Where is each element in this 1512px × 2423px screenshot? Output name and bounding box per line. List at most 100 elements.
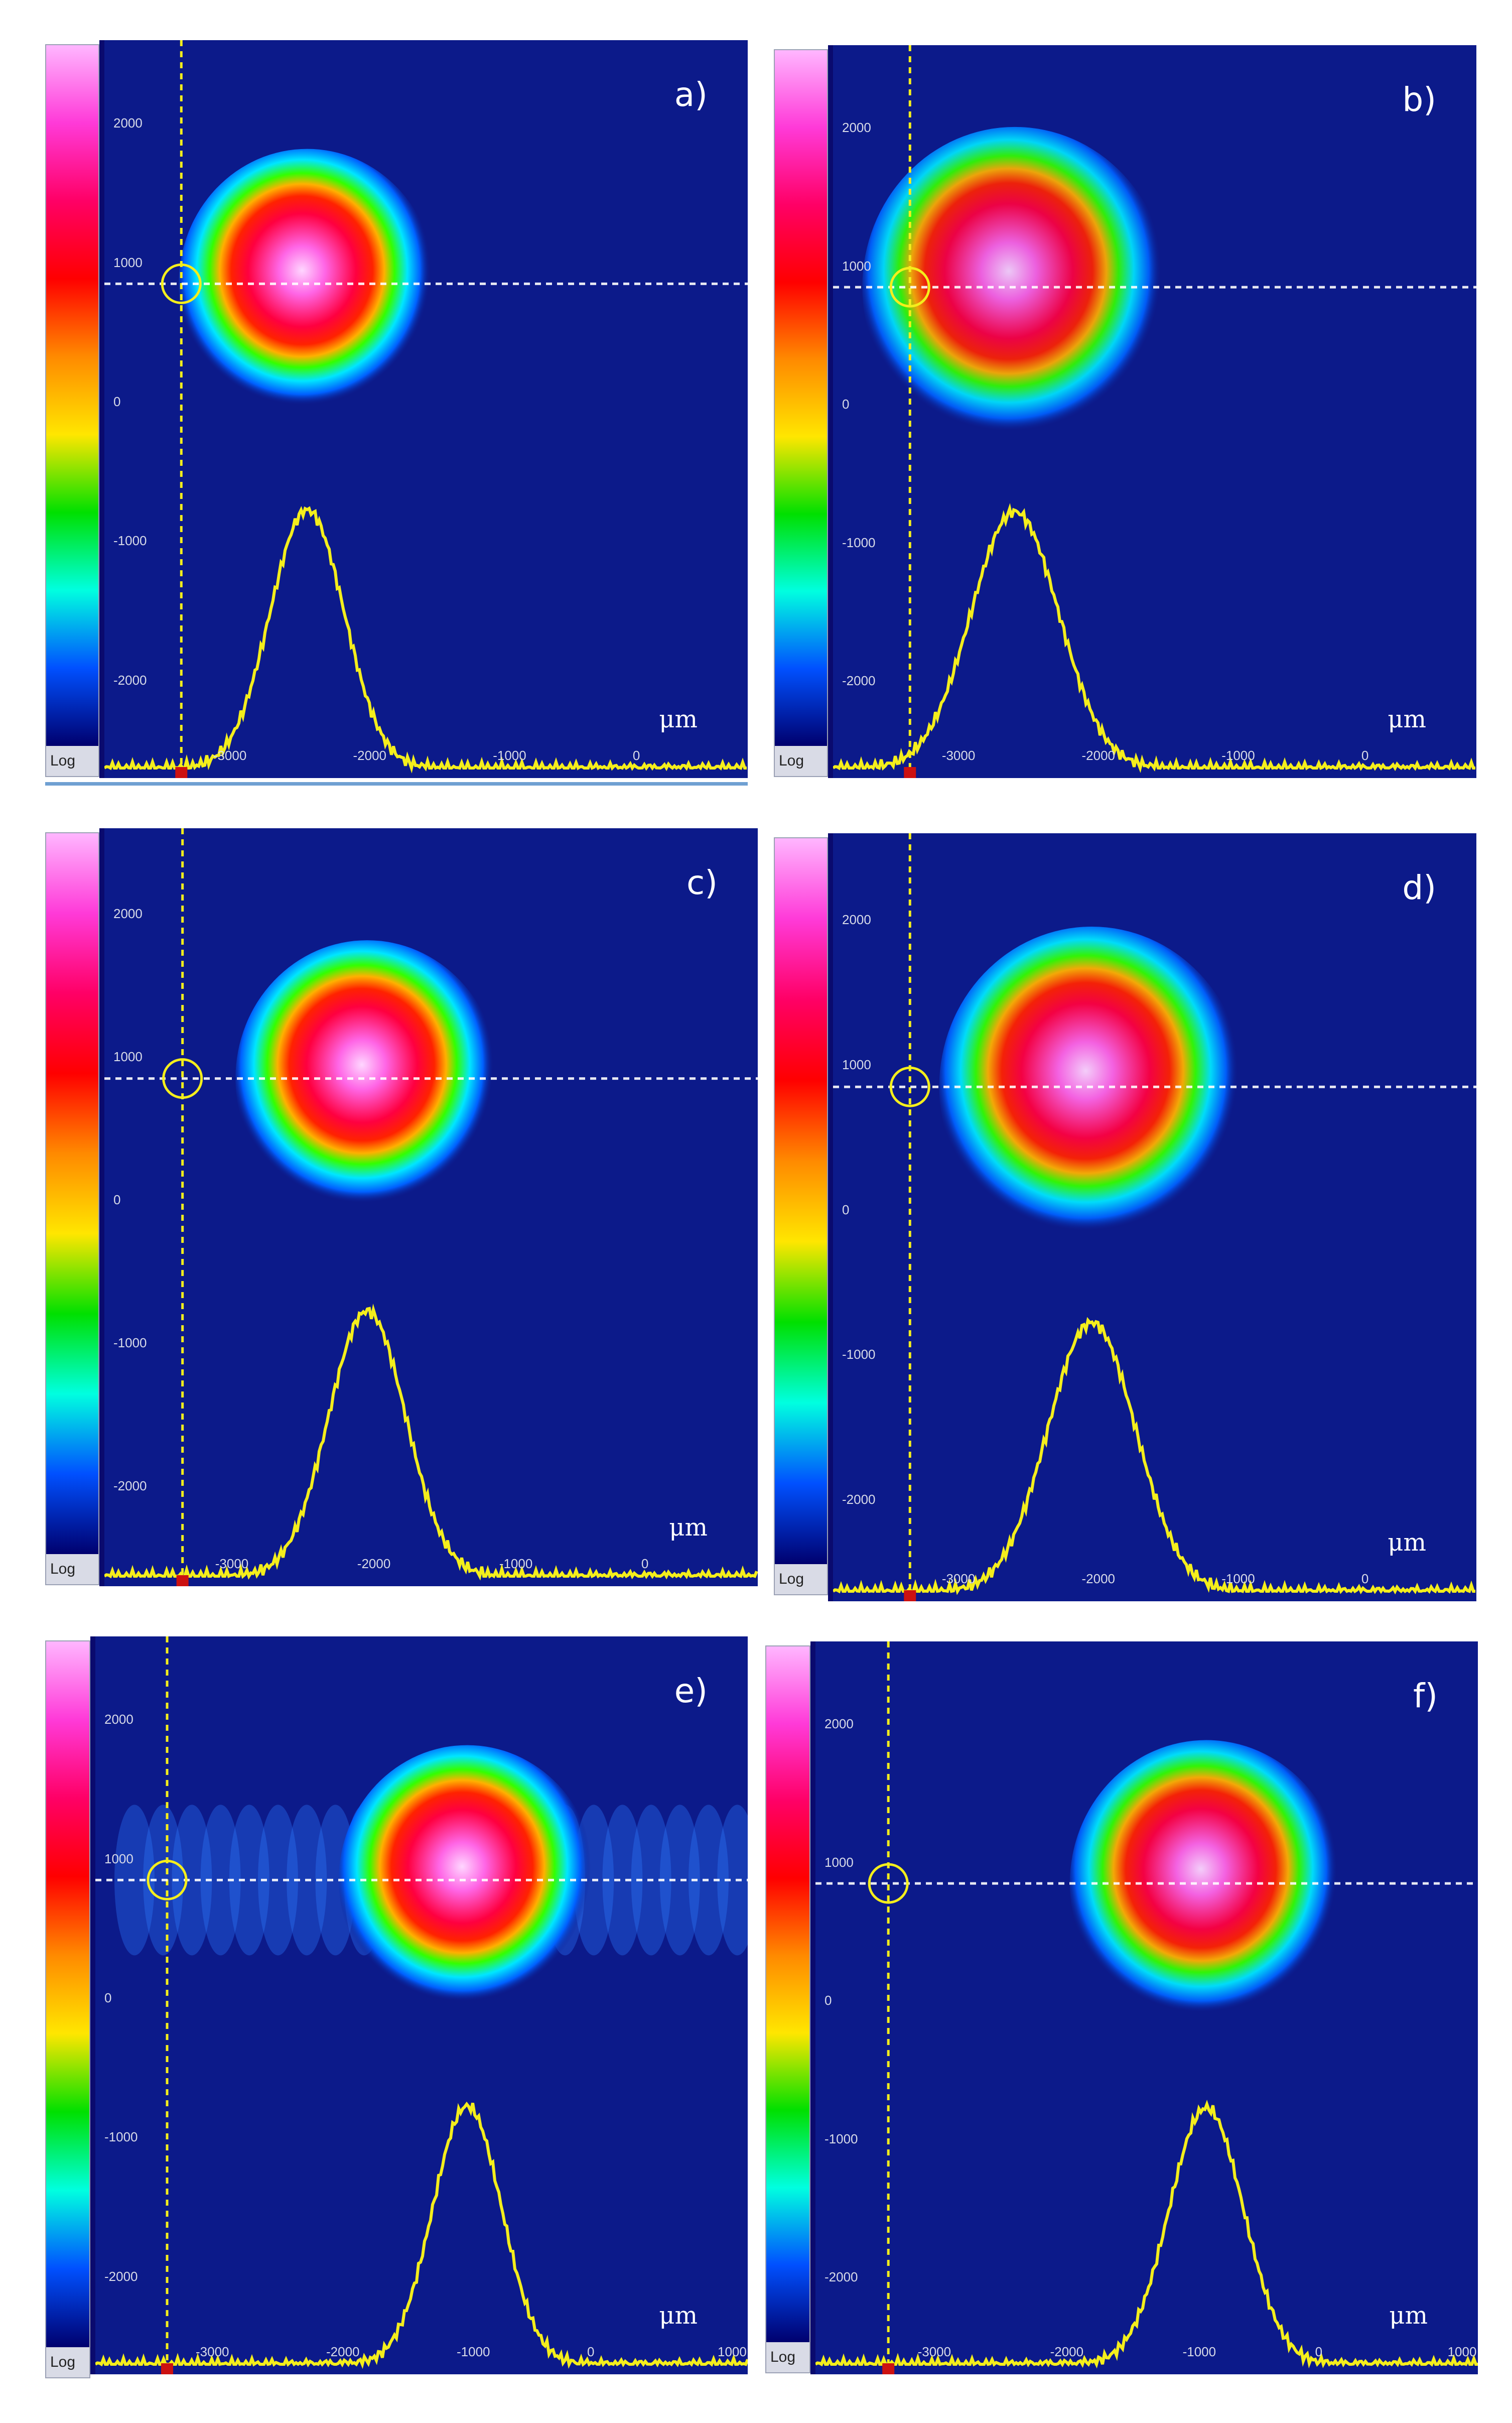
cursor-marker-x — [175, 767, 188, 778]
y-tick-label: 1000 — [113, 254, 143, 270]
beam-profile-plot[interactable]: 2000 1000 0 -1000 -2000 -3000 -2000 -1000 0 a) μm — [104, 40, 748, 778]
crosshair-circle — [147, 1859, 188, 1900]
colorbar-gradient — [766, 1646, 809, 2342]
x-tick-label: 0 — [587, 2344, 595, 2359]
beam-spot — [235, 940, 499, 1217]
beam-profile-plot[interactable]: 2000 1000 0 -1000 -2000 -3000 -2000 -1000 0 1000 f… — [815, 1641, 1478, 2374]
interference-fringe — [717, 1805, 748, 1956]
y-tick-label: -2000 — [104, 2268, 138, 2284]
cursor-marker-x — [904, 767, 916, 778]
y-tick-label: 1000 — [824, 1854, 854, 1870]
y-tick-label: 1000 — [104, 1851, 133, 1866]
panel-b: Log 2000 1000 0 -1000 -2000 -3000 -2000 -1000 0 b… — [774, 45, 1476, 778]
y-tick-label: -1000 — [113, 533, 147, 549]
x-tick-label: -3000 — [917, 2344, 951, 2359]
x-tick-label: -1000 — [457, 2344, 490, 2359]
colorbar-scale-label: Log — [46, 1554, 98, 1584]
x-tick-label: -1000 — [493, 748, 526, 763]
unit-label: μm — [659, 2302, 698, 2330]
x-tick-label: 1000 — [1447, 2344, 1477, 2359]
colorbar-gradient — [46, 833, 98, 1554]
beam-profile-svg — [833, 45, 1476, 778]
interference-fringe — [229, 1805, 269, 1956]
x-tick-label: 1000 — [718, 2344, 747, 2359]
colorbar-scale-label: Log — [775, 746, 827, 776]
intensity-profile-line — [833, 503, 1475, 773]
beam-profile-plot[interactable]: 2000 1000 0 -1000 -2000 -3000 -2000 -1000 0 d) μm — [833, 833, 1476, 1601]
y-tick-label: 0 — [104, 1990, 112, 2006]
beam-profile-svg — [104, 828, 758, 1586]
colorbar-gradient — [775, 50, 827, 746]
x-tick-label: -3000 — [213, 748, 247, 763]
x-tick-label: -1000 — [499, 1556, 533, 1571]
y-tick-label: -2000 — [113, 1478, 147, 1493]
panel-a: Log 2000 1000 0 -1000 -2000 -3000 -2000 -1000 0 a… — [45, 40, 748, 798]
panel-label: e) — [674, 1672, 708, 1710]
colorbar: Log — [774, 837, 828, 1595]
x-tick-label: -1000 — [1182, 2344, 1216, 2359]
y-tick-label: 2000 — [842, 912, 871, 928]
intensity-profile-line — [833, 1317, 1475, 1595]
colorbar-gradient — [775, 838, 827, 1564]
x-tick-label: -1000 — [1221, 748, 1255, 763]
beam-profile-svg — [95, 1636, 748, 2374]
y-tick-label: 1000 — [842, 258, 871, 274]
colorbar-scale-label: Log — [775, 1564, 827, 1594]
intensity-profile-line — [815, 2100, 1478, 2369]
intensity-profile-line — [104, 506, 747, 774]
beam-profile-plot[interactable]: 2000 1000 0 -1000 -2000 -3000 -2000 -1000 0 b) μm — [833, 45, 1476, 778]
panel-f: Log 2000 1000 0 -1000 -2000 -3000 -2000 -1000 0 1… — [765, 1641, 1478, 2374]
x-tick-label: -2000 — [1081, 748, 1116, 763]
beam-profile-plot[interactable]: 2000 1000 0 -1000 -2000 -3000 -2000 -1000 0 c) μm — [104, 828, 758, 1586]
interference-fringe — [659, 1805, 700, 1956]
panel-label: a) — [674, 75, 708, 114]
y-tick-label: 2000 — [824, 1716, 854, 1732]
colorbar: Log — [774, 49, 828, 777]
cursor-marker-x — [882, 2363, 895, 2374]
x-tick-label: 0 — [1315, 2344, 1323, 2359]
colorbar-scale-label: Log — [46, 2347, 89, 2377]
beam-profile-plot[interactable]: 2000 1000 0 -1000 -2000 -3000 -2000 -1000 0 1000 e… — [95, 1636, 748, 2374]
x-tick-label: -1000 — [1221, 1571, 1255, 1586]
colorbar-scale-label: Log — [766, 2342, 809, 2372]
y-tick-label: 0 — [842, 397, 850, 412]
interference-fringe — [602, 1805, 643, 1956]
panel-bottom-rule — [45, 782, 748, 786]
y-tick-label: -2000 — [113, 672, 147, 688]
y-tick-label: 0 — [113, 1192, 121, 1207]
y-tick-label: 2000 — [104, 1712, 133, 1727]
crosshair-circle — [162, 1058, 203, 1099]
unit-label: μm — [659, 705, 698, 733]
cursor-marker-x — [176, 1575, 189, 1586]
y-tick-label: 0 — [842, 1202, 850, 1217]
y-tick-label: -1000 — [824, 2131, 858, 2146]
y-tick-label: -2000 — [842, 673, 876, 689]
intensity-profile-line — [104, 1304, 758, 1581]
y-tick-label: 1000 — [113, 1049, 143, 1064]
x-tick-label: -2000 — [357, 1556, 391, 1571]
colorbar: Log — [765, 1645, 810, 2373]
beam-spot — [339, 1745, 596, 2015]
y-tick-label: -1000 — [842, 1347, 876, 1362]
y-tick-label: -2000 — [842, 1491, 876, 1507]
x-tick-label: 0 — [641, 1556, 649, 1571]
panel-label: f) — [1413, 1677, 1438, 1715]
intensity-profile-line — [95, 2101, 748, 2369]
x-tick-label: -3000 — [215, 1556, 249, 1571]
x-tick-label: 0 — [1361, 748, 1369, 763]
unit-label: μm — [1389, 2302, 1428, 2330]
y-tick-label: -1000 — [113, 1335, 147, 1350]
unit-label: μm — [669, 1513, 708, 1542]
colorbar: Log — [45, 832, 99, 1585]
unit-label: μm — [1388, 705, 1426, 733]
y-tick-label: 2000 — [842, 120, 871, 136]
x-tick-label: -3000 — [941, 748, 976, 763]
x-tick-label: -3000 — [196, 2344, 229, 2359]
x-tick-label: 0 — [1361, 1571, 1369, 1586]
panel-c: Log 2000 1000 0 -1000 -2000 -3000 -2000 -1000 0 c… — [45, 828, 758, 1591]
plot-background — [104, 828, 758, 1586]
crosshair-circle — [868, 1863, 909, 1904]
panel-d: Log 2000 1000 0 -1000 -2000 -3000 -2000 -1000 0 d… — [774, 833, 1476, 1606]
panel-label: c) — [686, 863, 718, 902]
colorbar-gradient — [46, 45, 98, 746]
